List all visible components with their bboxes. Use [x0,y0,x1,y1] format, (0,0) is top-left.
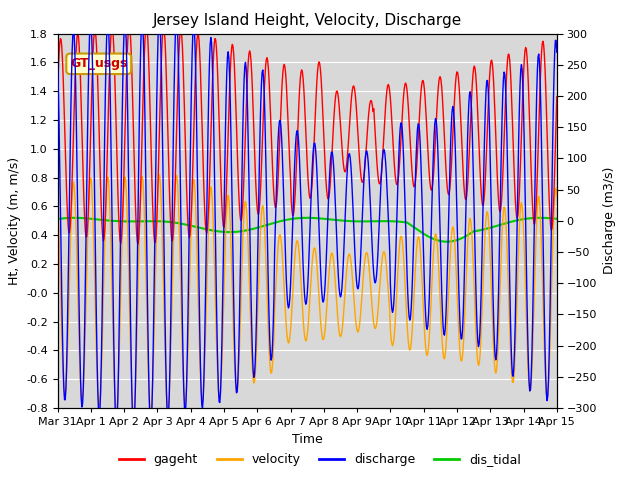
discharge [156,13,163,19]
gageht [164,156,172,162]
Line: discharge: discharge [58,16,557,430]
gageht [349,84,356,90]
Y-axis label: Discharge (m3/s): Discharge (m3/s) [603,167,616,275]
gageht [509,119,516,124]
velocity [156,172,163,178]
discharge [509,372,516,377]
discharge [349,204,356,210]
velocity [164,402,172,408]
Title: Jersey Island Height, Velocity, Discharge: Jersey Island Height, Velocity, Discharg… [152,13,462,28]
velocity [301,332,308,337]
discharge [54,60,61,65]
discharge [164,412,172,418]
velocity [186,263,194,268]
dis_tidal [443,239,451,245]
gageht [301,97,308,103]
velocity [130,411,138,417]
gageht [398,114,406,120]
gageht [134,241,142,247]
dis_tidal [397,219,405,225]
gageht [143,22,150,28]
discharge [398,126,406,132]
velocity [553,192,561,198]
Line: gageht: gageht [58,25,557,244]
discharge [553,49,561,55]
Legend: gageht, velocity, discharge, dis_tidal: gageht, velocity, discharge, dis_tidal [114,448,526,471]
discharge [186,171,194,177]
X-axis label: Time: Time [292,432,323,445]
gageht [553,94,561,100]
Text: GT_usgs: GT_usgs [70,57,127,70]
discharge [301,290,308,296]
discharge [130,427,138,433]
Line: dis_tidal: dis_tidal [58,218,557,242]
dis_tidal [54,216,61,222]
dis_tidal [164,219,172,225]
dis_tidal [300,215,308,221]
dis_tidal [70,215,78,221]
dis_tidal [348,218,356,224]
velocity [398,237,406,243]
Line: velocity: velocity [58,175,557,414]
gageht [54,88,61,94]
gageht [186,232,194,238]
dis_tidal [553,216,561,222]
velocity [54,199,61,204]
velocity [509,379,516,384]
Y-axis label: Ht, Velocity (m, m/s): Ht, Velocity (m, m/s) [8,157,20,285]
dis_tidal [186,222,193,228]
velocity [349,282,356,288]
dis_tidal [509,218,516,224]
